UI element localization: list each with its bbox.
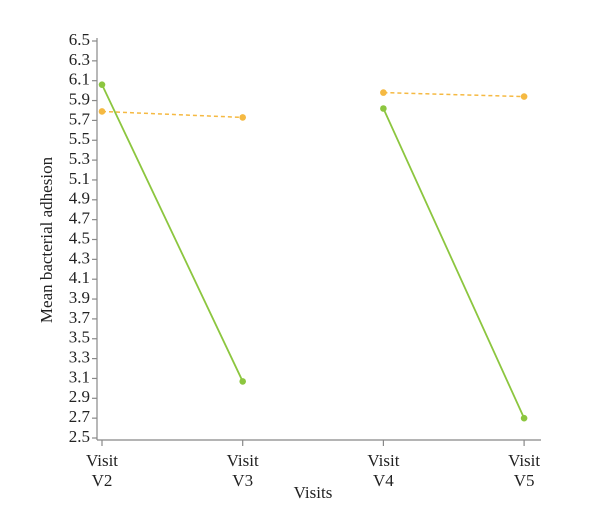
y-tick-label: 3.1	[69, 367, 90, 386]
y-axis-label: Mean bacterial adhesion	[37, 156, 56, 323]
y-tick-label: 4.3	[69, 248, 90, 267]
y-tick-label: 2.9	[69, 387, 90, 406]
x-tick-label: V5	[514, 471, 535, 490]
point	[380, 89, 387, 96]
point	[380, 105, 387, 112]
point	[520, 93, 528, 100]
y-tick-label: 5.7	[69, 109, 91, 128]
y-tick-label: 4.5	[69, 228, 90, 247]
y-tick-label: 2.5	[69, 427, 90, 446]
point	[239, 114, 246, 121]
y-tick-label: 4.1	[69, 268, 90, 287]
y-tick-label: 6.1	[69, 70, 90, 89]
y-tick-label: 3.5	[69, 328, 90, 347]
series-line	[383, 91, 525, 98]
y-tick-label: 3.7	[69, 308, 91, 327]
point	[98, 81, 106, 88]
y-tick-label: 6.5	[69, 30, 90, 49]
y-tick-label: 3.9	[69, 288, 90, 307]
point	[239, 378, 246, 385]
point	[520, 414, 528, 422]
series-line	[101, 84, 244, 382]
x-tick-label: V2	[92, 471, 113, 490]
x-tick-label: Visit	[227, 451, 259, 470]
y-tick-label: 5.9	[69, 89, 90, 108]
y-tick-label: 6.3	[69, 50, 90, 69]
y-tick-label: 2.7	[69, 407, 91, 426]
series-line	[101, 110, 243, 119]
y-tick-label: 5.3	[69, 149, 90, 168]
x-tick-label: Visit	[86, 451, 118, 470]
y-tick-label: 4.7	[69, 209, 91, 228]
y-tick-label: 5.5	[69, 129, 90, 148]
series-line	[382, 108, 525, 419]
x-tick-label: Visit	[508, 451, 540, 470]
point	[98, 108, 106, 115]
x-axis-label: Visits	[294, 483, 333, 502]
x-tick-label: V3	[232, 471, 253, 490]
y-tick-label: 3.3	[69, 348, 90, 367]
x-tick-label: Visit	[367, 451, 399, 470]
y-tick-label: 5.1	[69, 169, 90, 188]
x-tick-label: V4	[373, 471, 394, 490]
y-tick-label: 4.9	[69, 189, 90, 208]
